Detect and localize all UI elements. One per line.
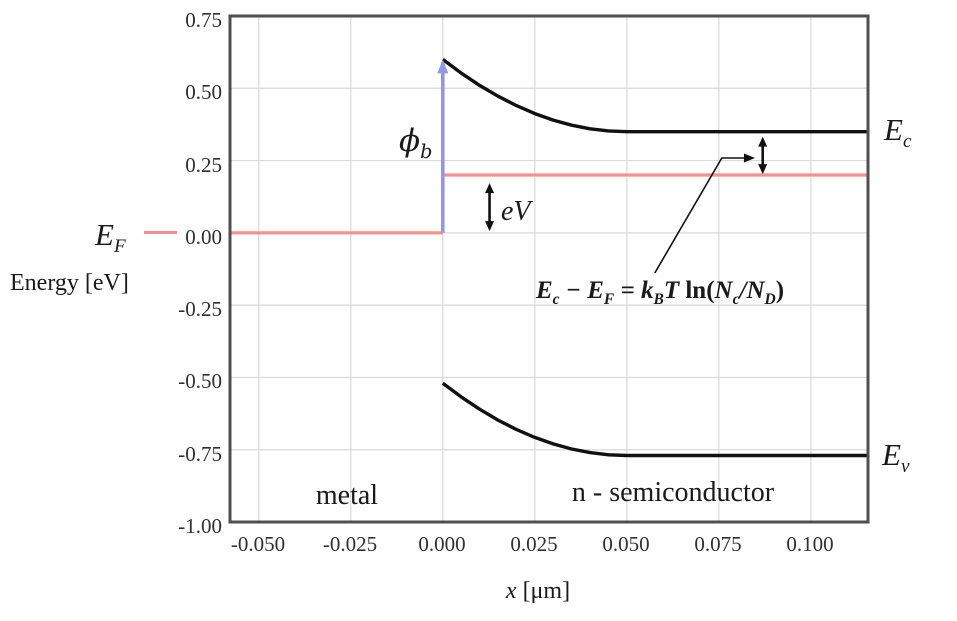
- y-tick-label: 0.00: [185, 225, 222, 249]
- y-tick-label: -0.50: [178, 369, 222, 393]
- eV-double-arrow-head: [485, 221, 495, 232]
- x-tick-label: 0.000: [418, 532, 466, 556]
- y-tick-label: -0.75: [178, 442, 222, 466]
- x-axis-title: x [μm]: [505, 578, 571, 604]
- plot-frame: [228, 14, 870, 524]
- x-tick-label: -0.025: [322, 532, 378, 556]
- metal-region-label: metal: [315, 480, 379, 511]
- ec-ef-double-arrow-head: [758, 136, 768, 147]
- x-tick-label: 0.025: [510, 532, 558, 556]
- ec-ef-double-arrow-head: [758, 164, 768, 175]
- conduction-band-Ec: [441, 58, 868, 134]
- y-tick-label: -0.25: [178, 297, 222, 321]
- eV-double-arrow-head: [485, 183, 495, 194]
- semiconductor-region-label: n - semiconductor: [571, 477, 775, 508]
- y-tick-label: 0.25: [185, 153, 222, 177]
- y-axis-title: Energy [eV]: [10, 270, 129, 296]
- x-tick-label: 0.075: [694, 532, 742, 556]
- y-tick-label: 0.75: [185, 8, 222, 32]
- annotation-leader: [654, 157, 752, 274]
- ev-bias-label: eV: [501, 196, 531, 227]
- x-tick-label: 0.100: [786, 532, 834, 556]
- ec-ef-formula: Ec − EF = kBT ln(Nc/ND): [535, 277, 785, 308]
- phi-b-label: ϕb: [399, 123, 433, 164]
- y-tick-label: -1.00: [178, 514, 222, 538]
- x-tick-label: 0.050: [602, 532, 650, 556]
- annotation-leader-head: [743, 153, 755, 163]
- valence-band-Ev: [441, 381, 868, 458]
- y-tick-label: 0.50: [185, 80, 222, 104]
- phi-b-barrier-arrow-head: [437, 59, 449, 74]
- ec-label: Ec: [884, 112, 912, 153]
- ef-label: EF: [95, 217, 126, 258]
- ef-dash: [144, 231, 177, 234]
- x-tick-label: -0.050: [230, 532, 286, 556]
- ev-label: Ev: [882, 437, 910, 478]
